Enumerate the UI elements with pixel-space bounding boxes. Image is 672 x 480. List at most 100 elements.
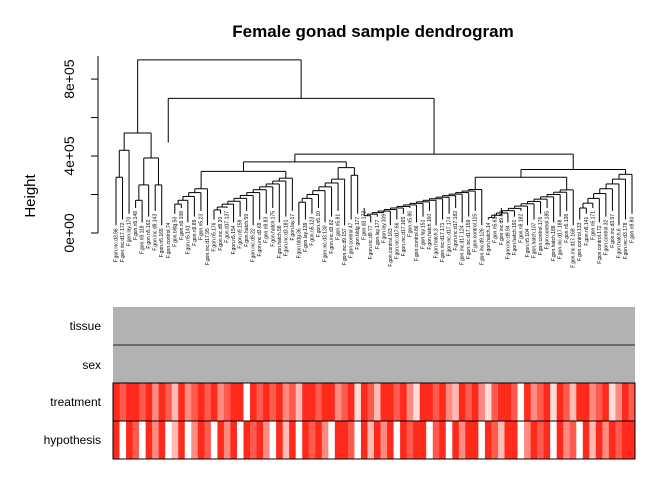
hypothesis-cell xyxy=(334,421,342,459)
leaf-label: F.gon.control.74 xyxy=(166,222,172,258)
treatment-cell xyxy=(419,383,427,421)
row-label-sex: sex xyxy=(82,358,101,372)
leaf-label: F.gon.inc.d3.96 xyxy=(114,228,120,262)
hypothesis-cell xyxy=(210,421,218,459)
leaf-label: F.gon.lay.17 xyxy=(290,214,296,241)
treatment-cell xyxy=(230,383,238,421)
treatment-cell xyxy=(334,383,342,421)
hypothesis-cell xyxy=(184,421,192,459)
treatment-cell xyxy=(360,383,368,421)
treatment-cell xyxy=(537,383,545,421)
leaf-label: F.gon.n9.80 xyxy=(630,217,636,243)
leaf-label: F.gon.control.133 xyxy=(577,222,583,261)
leaf-label: F.gon.n5.162 xyxy=(146,219,152,248)
y-tick-label: 8e+05 xyxy=(61,59,77,99)
treatment-cell xyxy=(341,383,349,421)
leaf-label: F.gon.inc.d17.168 xyxy=(571,228,577,268)
leaf-label: F.gon.n5.165 xyxy=(159,228,165,257)
treatment-cell xyxy=(236,383,244,421)
treatment-cell xyxy=(289,383,297,421)
treatment-cell xyxy=(524,383,531,421)
hypothesis-cell xyxy=(269,421,277,459)
hypothesis-cell xyxy=(621,421,629,459)
leaf-label: F.gon.n9.141 xyxy=(584,217,590,246)
leaf-label: F.gon.control.176 xyxy=(538,217,544,256)
treatment-cell xyxy=(263,383,270,421)
hypothesis-cell xyxy=(543,421,551,459)
treatment-cell xyxy=(256,383,264,421)
hypothesis-cell xyxy=(400,421,408,459)
dendrogram-tree xyxy=(115,59,633,226)
treatment-cell xyxy=(576,383,584,421)
hypothesis-cell xyxy=(387,421,394,459)
row-label-hypothesis: hypothesis xyxy=(44,433,101,447)
hypothesis-cell xyxy=(602,421,610,459)
hypothesis-cell xyxy=(236,421,244,459)
leaf-label: F.gon.n5.171 xyxy=(590,211,596,240)
treatment-cell xyxy=(126,383,133,421)
leaf-label: F.gon.n9.89 xyxy=(192,219,198,245)
hypothesis-cell xyxy=(608,421,616,459)
treatment-cell xyxy=(197,383,205,421)
leaf-label: F.gon.control.185 xyxy=(545,211,551,250)
treatment-cell xyxy=(250,383,257,421)
treatment-cell xyxy=(113,383,120,421)
treatment-cell xyxy=(119,383,127,421)
leaf-label: F.gon.hatch.188 xyxy=(551,225,557,261)
hypothesis-cell xyxy=(628,421,636,459)
leaf-label: F.gon.d3.172 xyxy=(362,211,368,240)
leaf-label: F.gon.inc.d3.130 xyxy=(323,225,329,262)
treatment-cell xyxy=(608,383,616,421)
hypothesis-cell xyxy=(452,421,460,459)
hypothesis-cell xyxy=(315,421,323,459)
hypothesis-cell xyxy=(197,421,205,459)
treatment-cell xyxy=(380,383,388,421)
hypothesis-cell xyxy=(530,421,538,459)
treatment-cell xyxy=(204,383,212,421)
leaf-label: F.gon.n9.182 xyxy=(518,214,524,243)
leaf-label: F.gon.n5.86 xyxy=(407,211,413,237)
leaf-label: F.gon.hatch.160 xyxy=(427,214,433,250)
leaf-label: F.gon.inc.d9.77 xyxy=(368,225,374,259)
hypothesis-cell xyxy=(524,421,531,459)
leaf-label: F.gon.hatch.6 xyxy=(616,228,622,258)
treatment-cell xyxy=(171,383,179,421)
treatment-cell xyxy=(158,383,166,421)
leaf-label: F.gon.n5.104 xyxy=(525,228,531,257)
treatment-cell xyxy=(347,383,355,421)
treatment-cell xyxy=(439,383,447,421)
leaf-label: F.gon.inc.d17.171 xyxy=(440,222,446,262)
treatment-cell xyxy=(595,383,603,421)
leaf-label: F.gon.hatch.107 xyxy=(532,222,538,258)
treatment-cell xyxy=(497,383,505,421)
treatment-cell xyxy=(484,383,492,421)
hypothesis-cell xyxy=(478,421,486,459)
leaf-label: F.gon.hatch.14 xyxy=(486,222,492,255)
leaf-label: F.gon.inc.d17.165 xyxy=(401,217,407,257)
leaf-label: F.gon.inc.d17.172 xyxy=(120,222,126,262)
leaf-label: F.gon.inc.d9.22 xyxy=(251,228,257,262)
treatment-cell xyxy=(374,383,381,421)
treatment-cell xyxy=(354,383,362,421)
leaf-label: F.gon.n5.148 xyxy=(133,211,139,240)
hypothesis-cell xyxy=(276,421,284,459)
hypothesis-track xyxy=(113,421,636,459)
treatment-cell xyxy=(406,383,414,421)
leaf-label: F.gon.inc.d9.126 xyxy=(479,228,485,265)
leaf-label: F.gon.n9.159 xyxy=(238,219,244,248)
hypothesis-cell xyxy=(563,421,571,459)
leaf-label: F.gon.inc.d9.20 xyxy=(218,217,224,251)
treatment-cell xyxy=(400,383,408,421)
leaf-labels: F.gon.inc.d3.96 F.gon.inc.d17.172 F.gon.la… xyxy=(114,211,636,268)
hypothesis-cell xyxy=(582,421,590,459)
hypothesis-cell xyxy=(432,421,440,459)
y-tick-label: 4e+05 xyxy=(61,136,77,176)
treatment-cell xyxy=(217,383,225,421)
treatment-cell xyxy=(413,383,421,421)
leaf-label: F.gon.lay.177 xyxy=(375,219,381,249)
leaf-label: F.gon.n5.176 xyxy=(211,222,217,251)
hypothesis-cell xyxy=(484,421,492,459)
treatment-cell xyxy=(504,383,512,421)
hypothesis-cell xyxy=(556,421,564,459)
treatment-cell xyxy=(152,383,160,421)
